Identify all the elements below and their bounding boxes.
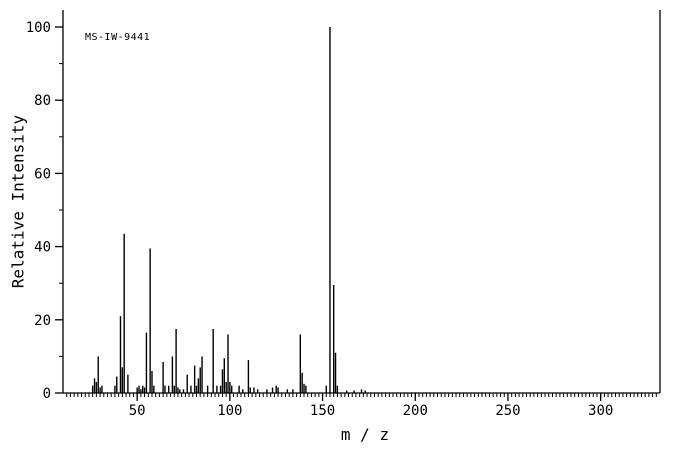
svg-text:150: 150 — [310, 403, 335, 419]
peak-mz-45 — [127, 374, 129, 393]
svg-text:200: 200 — [403, 403, 428, 419]
peak-mz-75 — [182, 389, 185, 393]
peak-mz-163 — [345, 390, 348, 393]
peak-mz-173 — [364, 390, 366, 393]
peak-mz-139 — [301, 372, 303, 393]
peak-mz-65 — [164, 385, 166, 393]
axes — [62, 10, 661, 394]
peak-mz-126 — [277, 387, 279, 393]
peak-mz-138 — [299, 334, 302, 393]
peak-mz-152 — [325, 385, 327, 393]
peak-mz-55 — [145, 332, 148, 393]
peak-mz-171 — [360, 389, 363, 393]
peak-mz-154 — [329, 27, 331, 393]
peak-mz-53 — [142, 385, 144, 393]
peak-mz-67 — [167, 385, 170, 393]
peak-mz-110 — [247, 360, 250, 393]
peak-mz-123 — [271, 387, 274, 393]
peak-mz-167 — [353, 390, 355, 393]
svg-text:250: 250 — [495, 403, 520, 419]
peak-mz-91 — [212, 328, 214, 393]
peak-mz-99 — [227, 334, 229, 393]
svg-text:100: 100 — [26, 20, 51, 36]
peak-mz-58 — [151, 371, 153, 393]
peak-mz-125 — [275, 385, 277, 393]
peak-mz-59 — [153, 385, 155, 393]
peak-mz-84 — [199, 367, 201, 393]
x-axis-title: m / z — [340, 425, 390, 444]
peak-mz-28 — [95, 382, 98, 393]
peak-mz-131 — [286, 389, 289, 393]
peak-mz-82 — [195, 385, 198, 393]
peak-mz-71 — [175, 328, 177, 393]
peak-mz-50 — [136, 387, 138, 393]
peak-mz-43 — [123, 233, 125, 393]
svg-text:20: 20 — [34, 313, 51, 329]
spectrum-peaks — [91, 27, 366, 393]
peak-mz-29 — [97, 356, 99, 393]
peak-mz-157 — [334, 352, 337, 393]
peak-mz-85 — [201, 356, 203, 393]
peak-mz-96 — [221, 369, 224, 393]
peak-mz-111 — [249, 387, 251, 393]
peak-mz-93 — [216, 385, 218, 393]
peak-mz-77 — [186, 374, 188, 393]
peak-mz-30 — [99, 387, 101, 393]
peak-mz-113 — [253, 387, 255, 393]
peak-mz-69 — [171, 356, 174, 393]
peak-mz-105 — [238, 385, 240, 393]
peak-mz-98 — [225, 382, 227, 393]
peak-mz-38 — [114, 385, 116, 393]
peak-mz-70 — [173, 385, 175, 393]
peak-mz-52 — [140, 389, 142, 393]
peak-mz-31 — [101, 385, 103, 393]
axis-tick-labels: 50 100 150 200 250 300 0 20 40 60 80 100 — [26, 20, 614, 419]
peak-mz-100 — [229, 382, 231, 393]
y-axis-title: Relative Intensity — [8, 114, 28, 289]
peak-mz-107 — [242, 389, 244, 393]
svg-text:300: 300 — [588, 403, 613, 419]
peak-mz-83 — [197, 378, 200, 393]
peak-mz-95 — [219, 385, 222, 393]
peak-mz-41 — [119, 316, 122, 393]
peak-mz-101 — [231, 385, 233, 393]
peak-mz-51 — [138, 385, 140, 393]
peak-mz-141 — [305, 385, 307, 393]
peak-mz-54 — [143, 387, 146, 393]
peak-mz-72 — [177, 387, 179, 393]
svg-text:80: 80 — [34, 93, 51, 109]
peak-mz-64 — [162, 361, 164, 393]
peak-mz-79 — [190, 385, 192, 393]
svg-text:40: 40 — [34, 240, 51, 256]
peak-mz-73 — [179, 389, 181, 393]
peak-mz-57 — [149, 248, 151, 393]
peak-mz-115 — [256, 389, 259, 393]
peak-mz-26 — [91, 385, 94, 393]
svg-text:100: 100 — [217, 403, 242, 419]
peak-mz-27 — [93, 378, 96, 393]
peak-mz-42 — [121, 367, 124, 393]
peak-mz-140 — [303, 383, 305, 393]
axis-ticks — [55, 26, 657, 401]
peak-mz-97 — [223, 358, 225, 393]
svg-text:0: 0 — [43, 386, 51, 402]
spectrum-id-annotation: MS-IW-9441 — [85, 32, 151, 43]
peak-mz-156 — [332, 285, 335, 393]
svg-text:50: 50 — [129, 403, 146, 419]
peak-mz-120 — [266, 389, 268, 393]
svg-text:60: 60 — [34, 166, 51, 182]
peak-mz-81 — [193, 365, 196, 393]
peak-mz-158 — [336, 385, 339, 393]
peak-mz-134 — [292, 389, 294, 393]
peak-mz-88 — [206, 385, 209, 393]
peak-mz-39 — [116, 376, 118, 393]
